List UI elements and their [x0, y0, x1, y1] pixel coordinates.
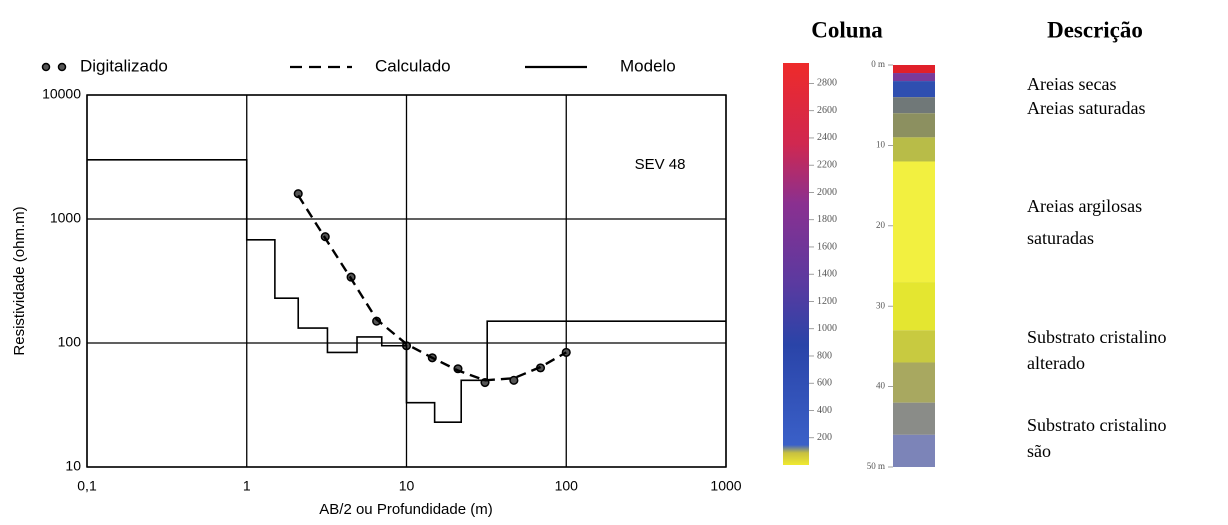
colorbar-tick-label: 1800 — [817, 214, 837, 225]
colorbar-tick-label: 2400 — [817, 132, 837, 143]
colorbar-tick-label: 2800 — [817, 78, 837, 89]
x-axis-title: AB/2 ou Profundidade (m) — [319, 501, 492, 518]
legend-label: Calculado — [375, 56, 451, 75]
depth-tick-label: 40 — [876, 381, 886, 391]
x-tick-label: 10 — [399, 478, 415, 494]
legend-label: Digitalizado — [80, 56, 168, 75]
data-point — [509, 375, 519, 385]
depth-tick-label: 0 m — [871, 59, 885, 69]
y-tick-label: 100 — [58, 334, 82, 350]
legend-marker — [57, 62, 67, 72]
description-text: saturadas — [1027, 228, 1094, 248]
x-tick-label: 0,1 — [77, 478, 97, 494]
colorbar-tick-label: 1200 — [817, 296, 837, 307]
description-text: são — [1027, 441, 1051, 461]
column-layer — [893, 97, 935, 114]
colorbar-tick-label: 2600 — [817, 105, 837, 116]
y-tick-label: 10000 — [42, 86, 81, 102]
calculated-line — [297, 194, 567, 382]
column-layer — [893, 81, 935, 98]
colorbar-tick-label: 1000 — [817, 323, 837, 334]
column-layer — [893, 65, 935, 74]
colorbar-tick-label: 200 — [817, 432, 832, 443]
column-title: Coluna — [811, 17, 883, 42]
x-tick-label: 1 — [243, 478, 251, 494]
y-axis-title: Resistividade (ohm.m) — [11, 206, 28, 355]
y-tick-label: 1000 — [50, 210, 81, 226]
column-layer — [893, 73, 935, 82]
column-layer — [893, 137, 935, 162]
description-text: Areias argilosas — [1027, 196, 1142, 216]
column-layer — [893, 434, 935, 467]
legend-marker — [41, 62, 51, 72]
description-text: Substrato cristalino — [1027, 327, 1166, 347]
legend-label: Modelo — [620, 56, 676, 75]
depth-tick-label: 20 — [876, 220, 886, 230]
colorbar-tick-label: 600 — [817, 378, 832, 389]
column-layer — [893, 282, 935, 331]
column-layer — [893, 362, 935, 403]
depth-tick-label: 10 — [876, 139, 886, 149]
column-layer — [893, 330, 935, 363]
colorbar — [783, 63, 809, 465]
annotation: SEV 48 — [635, 156, 686, 173]
description-title: Descrição — [1047, 17, 1143, 42]
x-tick-label: 1000 — [710, 478, 741, 494]
colorbar-tick-label: 1400 — [817, 269, 837, 280]
colorbar-tick-label: 800 — [817, 350, 832, 361]
colorbar-tick-label: 400 — [817, 405, 832, 416]
description-text: Areias secas — [1027, 74, 1116, 94]
depth-tick-label: 50 m — [867, 461, 885, 471]
model-line — [87, 159, 726, 423]
colorbar-tick-label: 2200 — [817, 160, 837, 171]
description-text: Substrato cristalino — [1027, 415, 1166, 435]
depth-tick-label: 30 — [876, 300, 886, 310]
description-text: Areias saturadas — [1027, 98, 1145, 118]
colorbar-tick-label: 1600 — [817, 241, 837, 252]
column-layer — [893, 113, 935, 138]
x-tick-label: 100 — [555, 478, 579, 494]
column-layer — [893, 161, 935, 283]
column-layer — [893, 402, 935, 435]
colorbar-tick-label: 2000 — [817, 187, 837, 198]
y-tick-label: 10 — [65, 458, 81, 474]
description-text: alterado — [1027, 353, 1085, 373]
